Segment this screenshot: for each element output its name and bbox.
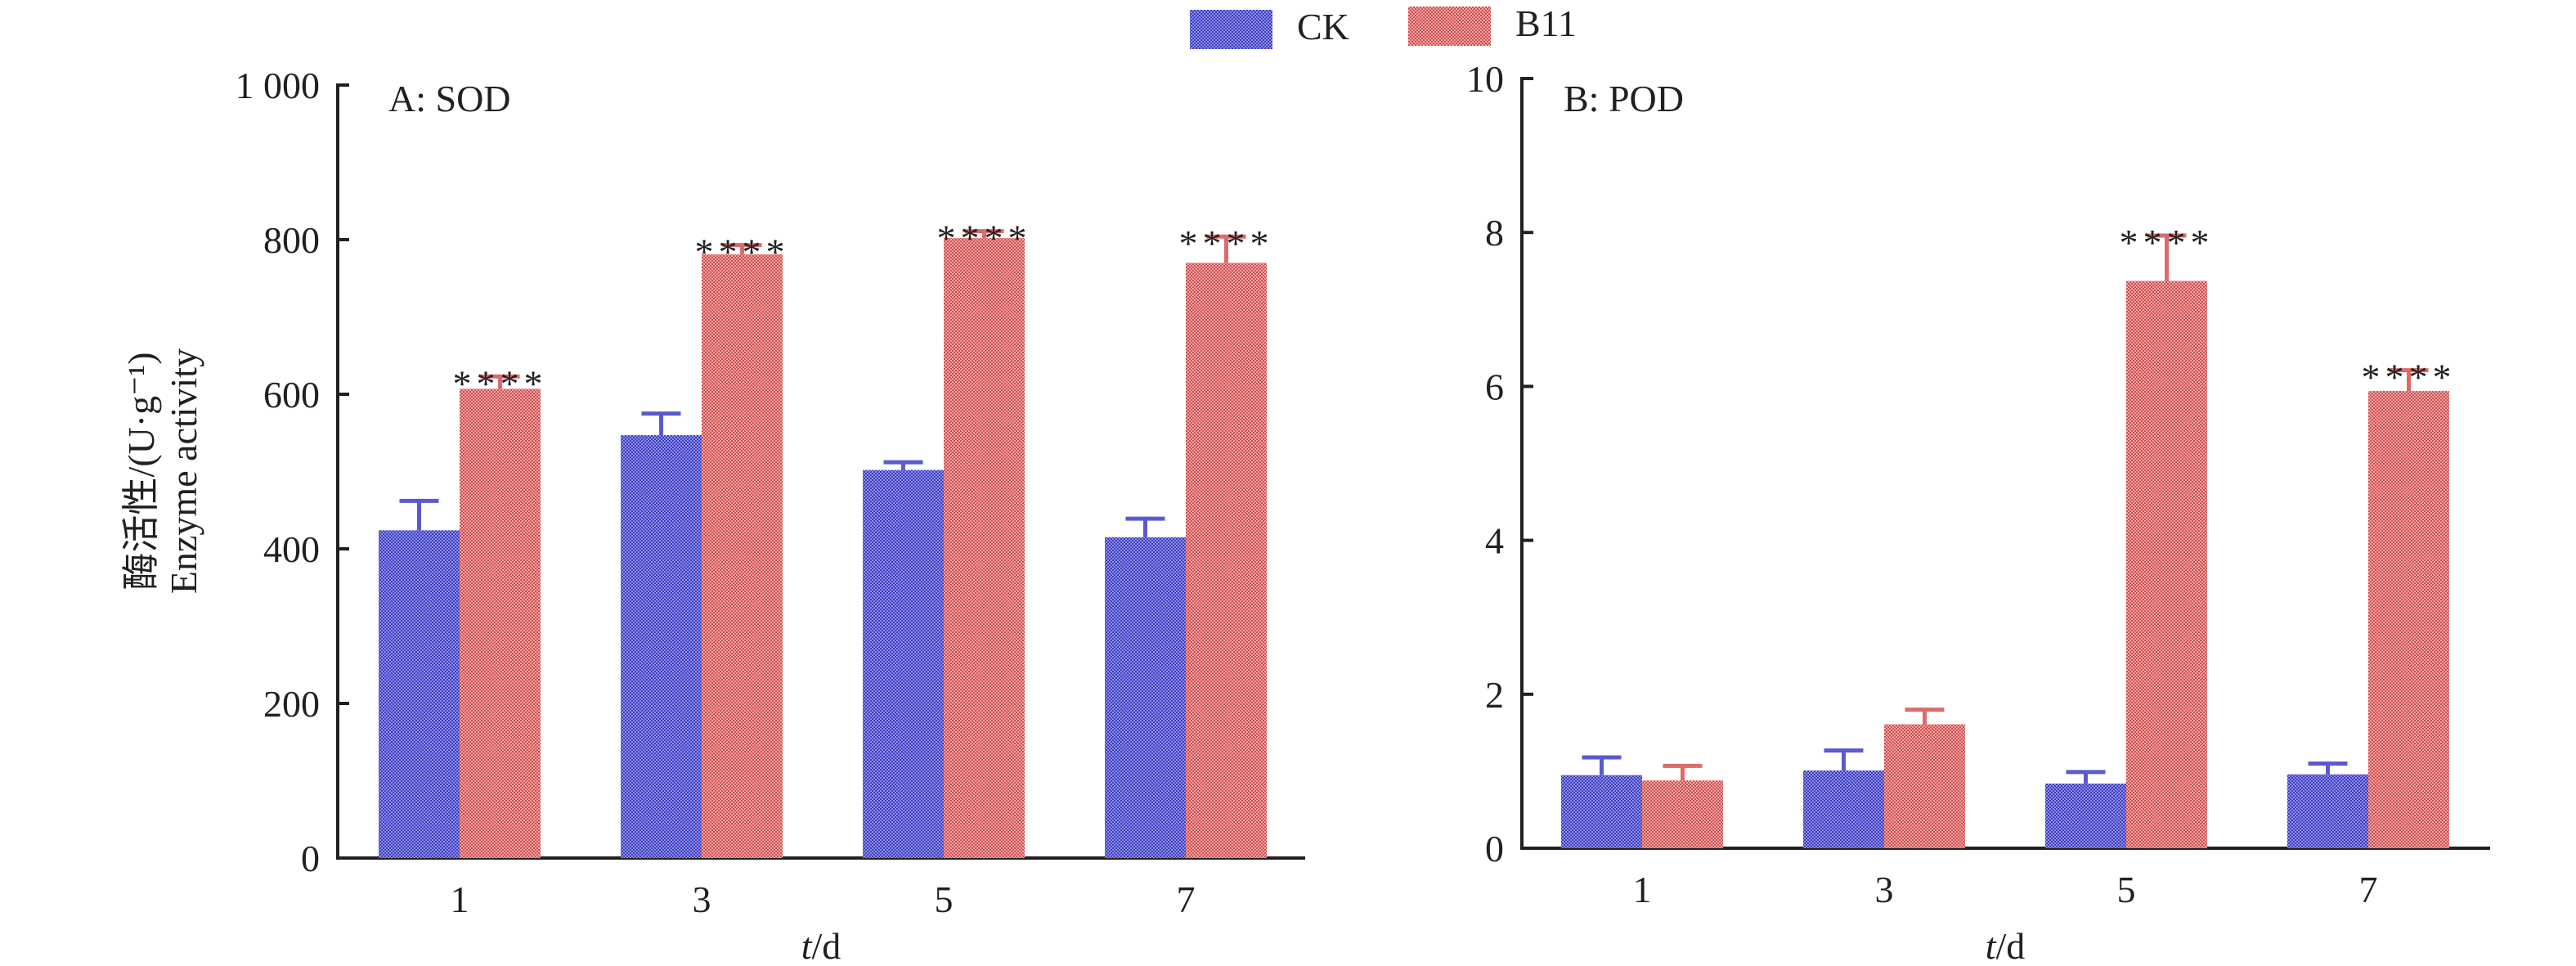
significance-label: **** <box>1179 222 1274 264</box>
x-tick-label-a: 5 <box>935 878 954 920</box>
legend-label-b11: B11 <box>1515 2 1577 44</box>
bar-ck <box>621 435 702 858</box>
legend-swatch-ck <box>1190 10 1272 49</box>
y-tick-label-b: 0 <box>1485 828 1504 869</box>
x-ticks-a: 1 3 5 7 <box>451 878 1196 920</box>
x-ticks-b: 1 3 5 7 <box>1633 869 2378 910</box>
x-axis-title-b-var: t <box>1986 925 1997 966</box>
x-axis-title-a: t/d <box>801 925 841 966</box>
legend-item-ck: CK <box>1190 6 1349 49</box>
y-tick-label-a: 600 <box>263 374 320 416</box>
legend-label-ck: CK <box>1297 6 1349 47</box>
y-tick-label-b: 8 <box>1485 212 1504 254</box>
bar-ck <box>1561 775 1642 848</box>
x-tick-label-a: 7 <box>1177 878 1196 920</box>
bar-b11 <box>1884 724 1965 848</box>
significance-label: **** <box>2120 222 2215 263</box>
x-axis-title-b: t/d <box>1986 925 2026 966</box>
bars-a: **** **** **** **** <box>379 218 1274 859</box>
x-tick-label-b: 3 <box>1875 869 1894 910</box>
bar-ck <box>1105 537 1186 858</box>
legend-swatch-b11 <box>1408 7 1491 46</box>
bar-b11 <box>702 254 783 859</box>
bar-b11 <box>1186 263 1267 859</box>
bar-ck <box>1803 770 1884 848</box>
legend-item-b11: B11 <box>1408 2 1577 46</box>
bar-ck <box>379 530 460 858</box>
y-tick-label-a: 200 <box>263 683 320 725</box>
y-axis-title: 酶活性/(U·g⁻¹) Enzyme activity <box>120 348 204 594</box>
bar-ck <box>2287 774 2368 848</box>
x-axis-title-b-unit: /d <box>1996 925 2026 966</box>
bar-b11 <box>460 389 541 858</box>
panel-b-pod: 0 2 4 6 8 10 1 3 5 7 **** **** B: POD t/d <box>1466 58 2490 966</box>
bar-b11 <box>2368 391 2449 848</box>
y-tick-label-a: 400 <box>263 528 320 570</box>
y-tick-label-a: 1 000 <box>236 65 321 106</box>
bars-b: **** **** <box>1561 222 2457 848</box>
significance-label: **** <box>937 218 1032 259</box>
y-axis-title-en: Enzyme activity <box>163 348 204 594</box>
x-tick-label-a: 3 <box>693 878 711 920</box>
panel-label-a: A: SOD <box>388 78 511 119</box>
x-tick-label-b: 1 <box>1633 869 1652 910</box>
significance-label: **** <box>695 231 790 273</box>
significance-label: **** <box>2362 357 2457 398</box>
y-tick-label-b: 4 <box>1485 520 1504 562</box>
x-tick-label-b: 5 <box>2117 869 2136 910</box>
bar-b11 <box>944 238 1025 858</box>
legend: CK B11 <box>1190 2 1577 49</box>
y-tick-label-a: 800 <box>263 219 320 261</box>
bar-b11 <box>2126 281 2207 848</box>
x-tick-label-b: 7 <box>2359 869 2378 910</box>
y-tick-label-b: 10 <box>1466 58 1504 100</box>
y-tick-label-b: 6 <box>1485 366 1504 407</box>
y-axis-title-cn: 酶活性/(U·g⁻¹) <box>120 352 162 590</box>
bar-b11 <box>1642 780 1723 848</box>
x-tick-label-a: 1 <box>451 878 469 920</box>
y-tick-label-b: 2 <box>1485 674 1504 716</box>
significance-label: **** <box>453 362 548 404</box>
y-ticks-b: 0 2 4 6 8 10 <box>1466 58 1533 869</box>
y-ticks-a: 0 200 400 600 800 1 000 <box>236 65 349 879</box>
panel-label-b: B: POD <box>1564 78 1684 119</box>
bar-ck <box>2045 783 2126 848</box>
bar-ck <box>863 470 944 858</box>
y-tick-label-a: 0 <box>301 838 320 879</box>
x-axis-title-a-var: t <box>801 925 813 966</box>
x-axis-title-a-unit: /d <box>812 925 841 966</box>
